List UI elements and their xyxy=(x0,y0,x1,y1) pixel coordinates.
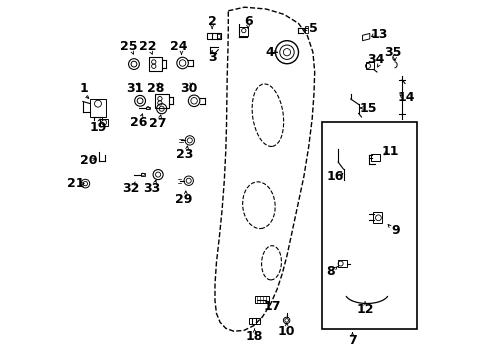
Text: 8: 8 xyxy=(326,265,335,278)
Text: 5: 5 xyxy=(308,22,317,35)
Bar xyxy=(321,122,416,329)
Bar xyxy=(206,33,220,39)
Text: 28: 28 xyxy=(146,82,163,95)
Text: 25: 25 xyxy=(120,40,137,53)
Text: 10: 10 xyxy=(277,325,295,338)
Text: 12: 12 xyxy=(356,303,373,316)
Text: 29: 29 xyxy=(174,193,192,206)
Text: 20: 20 xyxy=(80,154,98,167)
Bar xyxy=(148,57,162,71)
Text: 21: 21 xyxy=(66,177,84,190)
Text: 2: 2 xyxy=(207,15,216,28)
Bar xyxy=(249,318,260,324)
Text: 6: 6 xyxy=(244,15,252,28)
Text: 3: 3 xyxy=(207,51,216,64)
Bar xyxy=(101,119,107,126)
Bar xyxy=(372,212,382,223)
Text: 9: 9 xyxy=(390,224,399,237)
Text: 23: 23 xyxy=(176,148,193,161)
Bar xyxy=(254,296,268,303)
Text: 7: 7 xyxy=(347,334,356,347)
Text: 35: 35 xyxy=(384,46,401,59)
Bar xyxy=(141,173,145,176)
Text: 33: 33 xyxy=(142,183,160,195)
Text: 34: 34 xyxy=(366,53,384,66)
Text: 4: 4 xyxy=(265,46,273,59)
Bar xyxy=(365,62,373,69)
Bar xyxy=(239,27,248,36)
Text: 1: 1 xyxy=(80,82,88,95)
Text: 17: 17 xyxy=(264,300,281,313)
Bar xyxy=(304,26,307,33)
Text: 14: 14 xyxy=(397,91,414,104)
Text: 27: 27 xyxy=(148,117,166,130)
Bar xyxy=(90,99,105,117)
Text: 18: 18 xyxy=(245,330,263,343)
Bar xyxy=(371,154,380,161)
Text: 30: 30 xyxy=(180,82,197,95)
Text: 11: 11 xyxy=(381,145,398,158)
Bar xyxy=(145,107,150,109)
Text: 26: 26 xyxy=(129,116,147,129)
Text: 15: 15 xyxy=(359,102,377,114)
Polygon shape xyxy=(362,33,369,41)
Text: 16: 16 xyxy=(326,170,343,183)
Text: 22: 22 xyxy=(138,40,156,53)
Text: 24: 24 xyxy=(170,40,187,53)
Bar xyxy=(155,94,168,108)
Bar xyxy=(337,260,346,267)
Text: 31: 31 xyxy=(126,82,143,95)
Text: 32: 32 xyxy=(122,183,140,195)
Text: 19: 19 xyxy=(90,121,107,134)
Text: 13: 13 xyxy=(370,28,387,41)
Bar xyxy=(216,34,220,38)
